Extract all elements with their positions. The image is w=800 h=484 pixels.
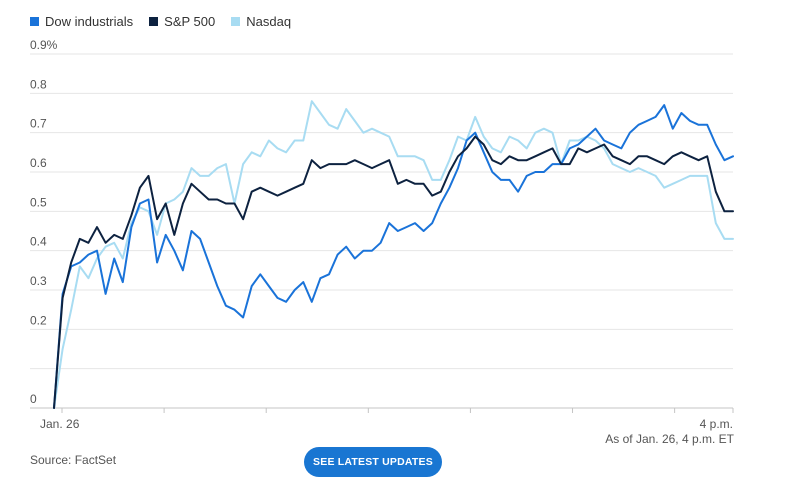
legend-item-sp500: S&P 500 xyxy=(149,14,215,29)
x-tick-label: 4 p.m. xyxy=(700,417,733,431)
series-line-dow-industrials xyxy=(53,104,734,409)
legend-swatch-dow xyxy=(30,17,39,26)
y-tick-label: 0.3 xyxy=(30,274,47,288)
source-note: Source: FactSet xyxy=(30,453,117,467)
legend-swatch-sp500 xyxy=(149,17,159,26)
legend-item-dow: Dow industrials xyxy=(30,14,133,29)
y-tick-label: 0.7 xyxy=(30,117,47,131)
see-latest-updates-button[interactable]: SEE LATEST UPDATES xyxy=(304,447,442,477)
series-line-s-p-500 xyxy=(53,135,734,409)
y-tick-label: 0.2 xyxy=(30,313,47,327)
legend-item-nasdaq: Nasdaq xyxy=(231,14,291,29)
y-tick-label: 0.9% xyxy=(30,38,58,52)
series-line-nasdaq xyxy=(53,100,734,409)
legend: Dow industrials S&P 500 Nasdaq xyxy=(30,14,291,29)
legend-label-nasdaq: Nasdaq xyxy=(246,14,292,29)
y-tick-label: 0.5 xyxy=(30,195,47,209)
legend-label-dow: Dow industrials xyxy=(45,14,134,29)
y-tick-label: 0.8 xyxy=(30,77,47,91)
legend-label-sp500: S&P 500 xyxy=(164,14,216,29)
as-of-note: As of Jan. 26, 4 p.m. ET xyxy=(605,432,734,446)
x-tick-label: Jan. 26 xyxy=(40,417,80,431)
y-tick-label: 0.6 xyxy=(30,156,47,170)
legend-swatch-nasdaq xyxy=(231,17,241,26)
y-tick-label: 0 xyxy=(30,392,37,406)
y-tick-label: 0.4 xyxy=(30,235,47,249)
